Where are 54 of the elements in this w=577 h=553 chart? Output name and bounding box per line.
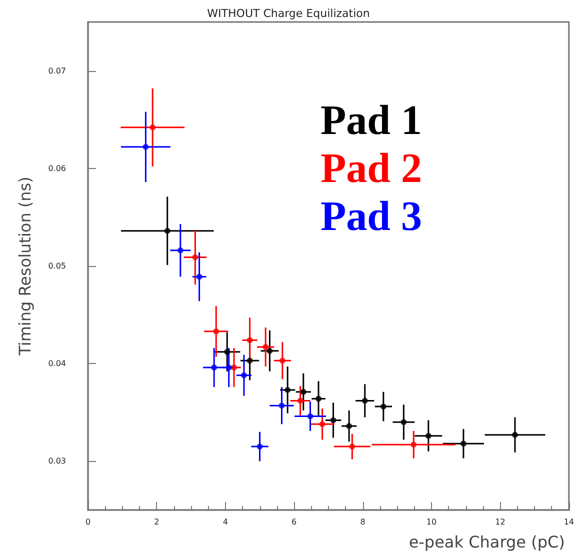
y-axis-title: Timing Resolution (ns) <box>16 176 34 356</box>
point <box>211 364 218 370</box>
y-tick-label: 0.03 <box>48 456 66 466</box>
y-tick-label: 0.06 <box>48 164 66 173</box>
text: Pad 2 <box>320 146 422 192</box>
x-tick-label: 4 <box>222 518 228 526</box>
point <box>330 417 336 424</box>
text: Pad 3 <box>320 194 422 240</box>
point <box>300 388 306 395</box>
point <box>362 398 368 404</box>
x-tick-label: 10 <box>426 518 437 526</box>
x-axis-title: e-peak Charge (pC) <box>408 532 565 552</box>
y-tick-label: 0.04 <box>48 359 66 368</box>
x-tick-label: 14 <box>564 518 574 526</box>
point <box>307 413 314 420</box>
point <box>512 432 518 438</box>
point <box>164 228 170 234</box>
point <box>278 402 285 409</box>
y-tick-label: 0.07 <box>48 66 66 76</box>
point <box>425 432 432 439</box>
chart-title: WITHOUT Charge Equilization <box>207 7 370 20</box>
x-tick-label: 8 <box>360 518 366 526</box>
point <box>319 421 326 428</box>
point <box>240 372 247 378</box>
point <box>284 386 291 393</box>
x-tick-label: 12 <box>495 518 506 526</box>
point <box>213 328 220 334</box>
point <box>226 364 232 370</box>
x-tick-label: 0 <box>85 518 91 526</box>
point <box>246 358 253 364</box>
point <box>266 348 273 354</box>
point <box>460 440 466 447</box>
point <box>410 442 417 448</box>
point <box>177 247 184 254</box>
point <box>316 396 322 402</box>
point <box>380 404 386 410</box>
point <box>246 337 253 344</box>
point <box>346 423 352 430</box>
point <box>150 124 156 130</box>
y-tick-label: 0.05 <box>48 262 66 270</box>
point <box>192 254 198 260</box>
point <box>279 358 286 364</box>
text: Pad 1 <box>320 98 422 144</box>
point <box>349 444 356 450</box>
point <box>230 364 237 370</box>
point <box>262 344 269 350</box>
point <box>256 444 263 450</box>
point <box>400 419 407 426</box>
x-tick-label: 2 <box>154 518 160 526</box>
point <box>196 274 202 280</box>
point <box>142 144 149 150</box>
x-tick-label: 6 <box>292 518 297 526</box>
point <box>224 348 230 355</box>
point <box>297 398 304 404</box>
